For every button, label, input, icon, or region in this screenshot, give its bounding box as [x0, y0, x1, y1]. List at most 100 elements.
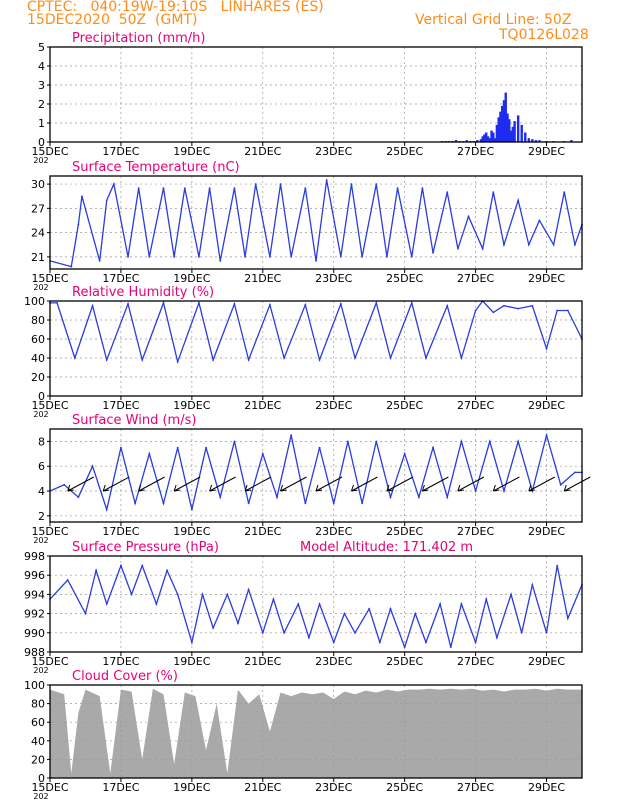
humidity-frame — [49, 300, 583, 397]
temperature-xtick-label: 17DEC — [102, 272, 139, 285]
pressure-xtick-label: 21DEC — [244, 655, 281, 668]
pressure-point — [141, 564, 144, 567]
precipitation-bar — [513, 121, 516, 142]
temperature-point — [552, 243, 555, 246]
temperature-point — [233, 187, 236, 190]
humidity-point — [212, 359, 215, 361]
pressure-point — [176, 593, 179, 596]
wind-xtick-label: 23DEC — [315, 525, 352, 538]
wind-ytick-label: 6 — [38, 460, 45, 473]
wind-arrow-head — [102, 484, 110, 492]
temperature-xtick-label: 29DEC — [528, 272, 565, 285]
precipitation-ytick-label: 2 — [38, 98, 45, 111]
precipitation-bar — [504, 92, 507, 142]
wind-xtick-label: 17DEC — [102, 525, 139, 538]
precipitation-bar — [506, 113, 509, 142]
precipitation-bar — [488, 138, 491, 142]
pressure-ytick-label: 992 — [24, 608, 45, 621]
cloud-cover-ytick-label: 100 — [24, 679, 45, 692]
pressure-point — [545, 631, 548, 634]
temperature-point — [162, 187, 165, 190]
header-code: TQ0126L028 — [499, 27, 589, 43]
humidity-xtick-label: 27DEC — [457, 399, 494, 412]
pressure-title: Surface Pressure (hPa) — [72, 540, 219, 555]
precipitation-bar — [531, 139, 534, 142]
pressure-xtick-label: 23DEC — [315, 655, 352, 668]
temperature-point — [183, 187, 186, 190]
precipitation-bar — [570, 140, 573, 142]
precipitation-bar — [483, 134, 486, 142]
header-date: 15DEC2020 50Z (GMT) — [27, 12, 198, 28]
temperature-point — [208, 187, 211, 190]
wind-arrow-head — [173, 484, 181, 492]
wind-panel: 2 4 6 8 Surface Wind (m/s) 15DEC 17DEC 19DEC 21D… — [31, 413, 591, 545]
humidity-ytick-label: 100 — [24, 295, 45, 308]
humidity-point — [127, 302, 129, 305]
wind-arrow — [138, 476, 165, 492]
humidity-xtick-label: 15DEC — [31, 399, 68, 412]
humidity-ytick-label: 0 — [38, 390, 45, 403]
pressure-frame — [49, 555, 583, 653]
temperature-point — [279, 183, 282, 185]
wind-point — [63, 483, 66, 486]
wind-xtick-label: 21DEC — [244, 525, 281, 538]
precipitation-xtick-label: 29DEC — [528, 145, 565, 158]
precipitation-bar — [492, 132, 495, 142]
wind-point — [120, 446, 122, 449]
precipitation-xtick-label: 25DEC — [386, 145, 423, 158]
wind-arrow-head — [209, 484, 216, 492]
wind-arrow — [315, 476, 343, 492]
pressure-point — [389, 607, 392, 610]
temperature-point — [481, 247, 484, 250]
precipitation-bar — [534, 140, 538, 142]
humidity-ytick-label: 60 — [31, 333, 45, 346]
wind-arrow — [493, 476, 520, 492]
wind-point — [219, 496, 222, 499]
wind-arrow — [102, 476, 130, 492]
humidity-title: Relative Humidity (%) — [72, 285, 214, 300]
wind-point — [389, 496, 392, 499]
pressure-ytick-label: 990 — [24, 627, 45, 640]
precipitation-year-label: 202 — [33, 156, 48, 165]
humidity-point — [198, 302, 200, 304]
humidity-point — [531, 304, 534, 307]
wind-point — [304, 502, 307, 505]
wind-arrow — [457, 476, 485, 492]
pressure-point — [556, 564, 559, 567]
precipitation-bar — [493, 138, 497, 142]
pressure-point — [190, 641, 193, 644]
wind-point — [77, 496, 80, 499]
wind-arrow — [244, 476, 272, 492]
precipitation-bar — [481, 136, 484, 142]
humidity-point — [375, 302, 378, 304]
wind-point — [148, 452, 151, 455]
cloud-cover-xtick-label: 29DEC — [528, 781, 565, 794]
wind-arrow-head — [563, 484, 571, 492]
humidity-point — [545, 347, 548, 350]
humidity-point — [566, 309, 569, 312]
humidity-point — [492, 311, 495, 314]
wind-point — [559, 483, 562, 486]
humidity-point — [91, 304, 94, 307]
pressure-point — [272, 598, 275, 601]
precipitation-xtick-label: 21DEC — [244, 145, 281, 158]
precipitation-ytick-label: 0 — [38, 136, 45, 149]
wind-point — [474, 490, 477, 492]
humidity-year-label: 202 — [33, 410, 48, 419]
temperature-point — [339, 255, 342, 258]
precipitation-bar — [501, 105, 504, 142]
temperature-ytick-label: 24 — [31, 227, 45, 240]
pressure-point — [414, 612, 417, 615]
wind-ytick-label: 8 — [38, 435, 45, 448]
precipitation-bar — [454, 140, 458, 142]
temperature-xtick-label: 25DEC — [386, 272, 423, 285]
precipitation-bar — [479, 139, 483, 142]
humidity-point — [233, 302, 236, 305]
humidity-panel: 0 20 40 60 80 100 Relative Humidity (%) 15DEC 17… — [24, 285, 583, 419]
temperature-point — [503, 243, 505, 246]
wind-xtick-label: 15DEC — [31, 525, 68, 538]
temperature-point — [325, 179, 328, 181]
wind-point — [261, 452, 264, 455]
pressure-point — [485, 598, 488, 601]
wind-line — [49, 432, 582, 513]
